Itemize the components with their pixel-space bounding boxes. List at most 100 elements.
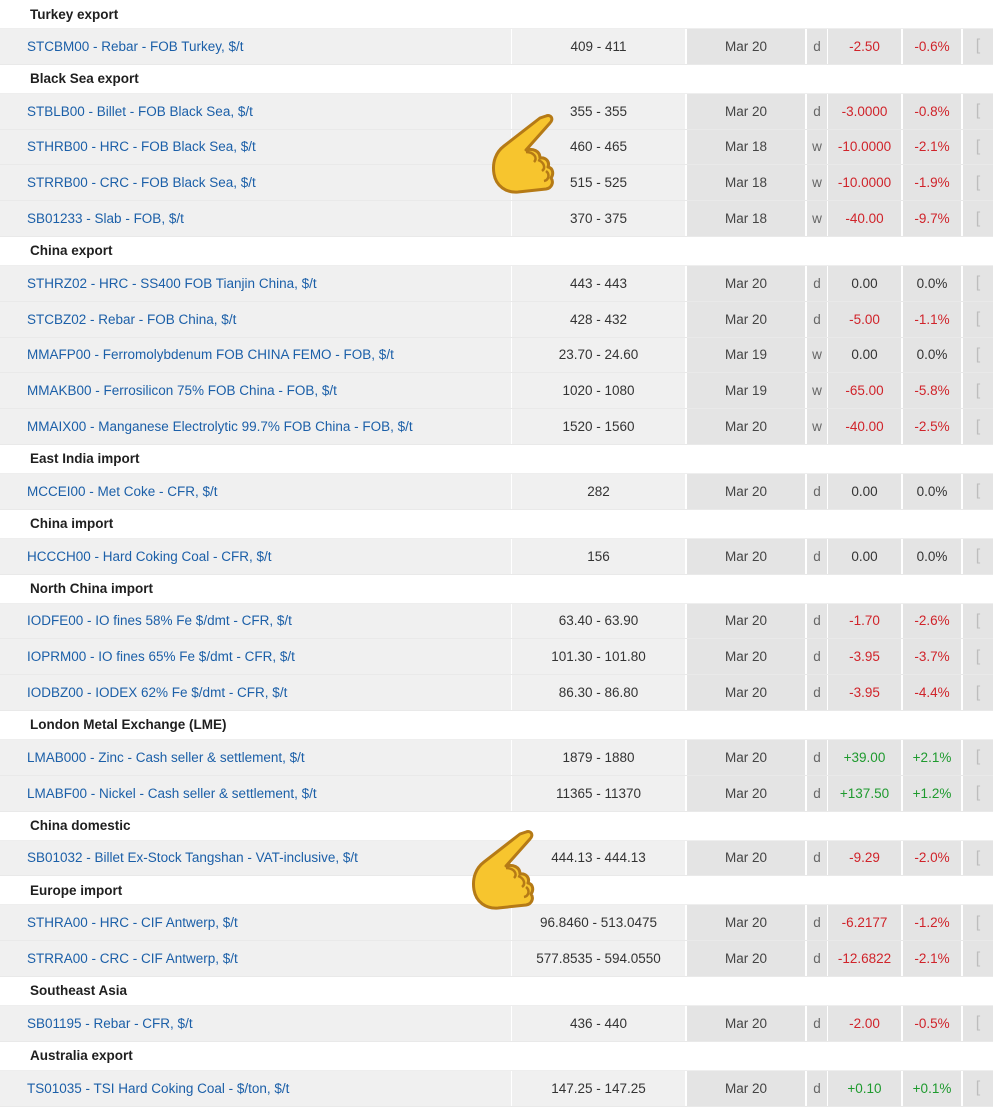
- assessment-date: Mar 20: [687, 473, 807, 509]
- table-row[interactable]: MMAKB00 - Ferrosilicon 75% FOB China - F…: [0, 373, 993, 410]
- bracket-icon[interactable]: [: [963, 775, 993, 811]
- symbol-link[interactable]: MMAKB00 - Ferrosilicon 75% FOB China - F…: [0, 373, 512, 409]
- bracket-icon[interactable]: [: [963, 337, 993, 373]
- change-percent: 0.0%: [903, 265, 963, 301]
- table-row[interactable]: STBLB00 - Billet - FOB Black Sea, $/t 355…: [0, 93, 993, 130]
- assessment-date: Mar 20: [687, 840, 807, 876]
- bracket-icon[interactable]: [: [963, 840, 993, 876]
- table-row[interactable]: STRRA00 - CRC - CIF Antwerp, $/t 577.8535…: [0, 941, 993, 977]
- table-row[interactable]: MCCEI00 - Met Coke - CFR, $/t 282 Mar 20 d 0…: [0, 473, 993, 510]
- table-row[interactable]: MMAIX00 - Manganese Electrolytic 99.7% F…: [0, 409, 993, 445]
- table-row[interactable]: SB01195 - Rebar - CFR, $/t 436 - 440 Mar 2…: [0, 1005, 993, 1042]
- table-row[interactable]: IODBZ00 - IODEX 62% Fe $/dmt - CFR, $/t 8…: [0, 675, 993, 711]
- symbol-link[interactable]: STHRB00 - HRC - FOB Black Sea, $/t: [0, 129, 512, 165]
- frequency-flag: w: [807, 373, 828, 409]
- symbol-link[interactable]: IOPRM00 - IO fines 65% Fe $/dmt - CFR, $…: [0, 639, 512, 675]
- frequency-flag: d: [807, 301, 828, 337]
- table-row[interactable]: STHRA00 - HRC - CIF Antwerp, $/t 96.8460 …: [0, 905, 993, 942]
- change-percent: 0.0%: [903, 473, 963, 509]
- symbol-link[interactable]: STRRB00 - CRC - FOB Black Sea, $/t: [0, 165, 512, 201]
- table-row[interactable]: LMABF00 - Nickel - Cash seller & settlem…: [0, 775, 993, 812]
- symbol-link[interactable]: LMAB000 - Zinc - Cash seller & settlemen…: [0, 739, 512, 775]
- bracket-icon[interactable]: [: [963, 473, 993, 509]
- change-percent: +1.2%: [903, 775, 963, 811]
- change-percent: -1.2%: [903, 905, 963, 941]
- price-range: 86.30 - 86.80: [512, 675, 687, 710]
- symbol-link[interactable]: STCBZ02 - Rebar - FOB China, $/t: [0, 301, 512, 337]
- symbol-link[interactable]: SB01233 - Slab - FOB, $/t: [0, 201, 512, 236]
- symbol-link[interactable]: STCBM00 - Rebar - FOB Turkey, $/t: [0, 29, 512, 64]
- symbol-link[interactable]: SB01032 - Billet Ex-Stock Tangshan - VAT…: [0, 840, 512, 876]
- symbol-link[interactable]: STHRA00 - HRC - CIF Antwerp, $/t: [0, 905, 512, 941]
- price-range: 436 - 440: [512, 1005, 687, 1041]
- symbol-link[interactable]: SB01195 - Rebar - CFR, $/t: [0, 1005, 512, 1041]
- section-header: Black Sea export: [0, 64, 993, 94]
- table-row[interactable]: MMAFP00 - Ferromolybdenum FOB CHINA FEMO…: [0, 337, 993, 374]
- table-row[interactable]: STCBZ02 - Rebar - FOB China, $/t 428 - 43…: [0, 301, 993, 338]
- price-range: 147.25 - 147.25: [512, 1070, 687, 1106]
- table-row[interactable]: IODFE00 - IO fines 58% Fe $/dmt - CFR, $…: [0, 603, 993, 640]
- table-row[interactable]: IOPRM00 - IO fines 65% Fe $/dmt - CFR, $…: [0, 639, 993, 676]
- section-header: Australia export: [0, 1041, 993, 1071]
- bracket-icon[interactable]: [: [963, 265, 993, 301]
- bracket-icon[interactable]: [: [963, 538, 993, 574]
- symbol-link[interactable]: LMABF00 - Nickel - Cash seller & settlem…: [0, 775, 512, 811]
- bracket-icon[interactable]: [: [963, 739, 993, 775]
- table-row[interactable]: SB01233 - Slab - FOB, $/t 370 - 375 Mar 18…: [0, 201, 993, 237]
- assessment-date: Mar 19: [687, 337, 807, 373]
- price-range: 409 - 411: [512, 29, 687, 64]
- table-row[interactable]: STHRZ02 - HRC - SS400 FOB Tianjin China,…: [0, 265, 993, 302]
- symbol-link[interactable]: MCCEI00 - Met Coke - CFR, $/t: [0, 473, 512, 509]
- change-percent: -4.4%: [903, 675, 963, 710]
- change-percent: -2.6%: [903, 603, 963, 639]
- symbol-link[interactable]: HCCCH00 - Hard Coking Coal - CFR, $/t: [0, 538, 512, 574]
- table-row[interactable]: TS01035 - TSI Hard Coking Coal - $/ton, …: [0, 1070, 993, 1107]
- bracket-icon[interactable]: [: [963, 905, 993, 941]
- symbol-link[interactable]: TS01035 - TSI Hard Coking Coal - $/ton, …: [0, 1070, 512, 1106]
- bracket-icon[interactable]: [: [963, 301, 993, 337]
- bracket-icon[interactable]: [: [963, 93, 993, 129]
- table-row[interactable]: LMAB000 - Zinc - Cash seller & settlemen…: [0, 739, 993, 776]
- price-range: 370 - 375: [512, 201, 687, 236]
- symbol-link[interactable]: MMAFP00 - Ferromolybdenum FOB CHINA FEMO…: [0, 337, 512, 373]
- bracket-icon[interactable]: [: [963, 201, 993, 236]
- symbol-link[interactable]: STBLB00 - Billet - FOB Black Sea, $/t: [0, 93, 512, 129]
- section-header: London Metal Exchange (LME): [0, 710, 993, 740]
- bracket-icon[interactable]: [: [963, 29, 993, 64]
- price-range: 577.8535 - 594.0550: [512, 941, 687, 976]
- bracket-icon[interactable]: [: [963, 639, 993, 675]
- change-value: +0.10: [828, 1070, 903, 1106]
- assessment-date: Mar 20: [687, 93, 807, 129]
- symbol-link[interactable]: IODFE00 - IO fines 58% Fe $/dmt - CFR, $…: [0, 603, 512, 639]
- bracket-icon[interactable]: [: [963, 941, 993, 976]
- table-row[interactable]: STHRB00 - HRC - FOB Black Sea, $/t 460 - …: [0, 129, 993, 166]
- table-row[interactable]: HCCCH00 - Hard Coking Coal - CFR, $/t 156…: [0, 538, 993, 575]
- assessment-date: Mar 20: [687, 538, 807, 574]
- price-range: 355 - 355: [512, 93, 687, 129]
- change-value: -3.95: [828, 639, 903, 675]
- symbol-link[interactable]: IODBZ00 - IODEX 62% Fe $/dmt - CFR, $/t: [0, 675, 512, 710]
- bracket-icon[interactable]: [: [963, 1005, 993, 1041]
- bracket-icon[interactable]: [: [963, 409, 993, 444]
- change-percent: -2.1%: [903, 129, 963, 165]
- symbol-link[interactable]: STHRZ02 - HRC - SS400 FOB Tianjin China,…: [0, 265, 512, 301]
- change-percent: -0.8%: [903, 93, 963, 129]
- change-percent: -0.5%: [903, 1005, 963, 1041]
- frequency-flag: d: [807, 265, 828, 301]
- table-row[interactable]: STCBM00 - Rebar - FOB Turkey, $/t 409 - 4…: [0, 29, 993, 65]
- change-value: -2.50: [828, 29, 903, 64]
- change-value: -12.6822: [828, 941, 903, 976]
- bracket-icon[interactable]: [: [963, 373, 993, 409]
- pointing-hand-icon: [488, 110, 568, 203]
- assessment-date: Mar 20: [687, 603, 807, 639]
- assessment-date: Mar 20: [687, 941, 807, 976]
- bracket-icon[interactable]: [: [963, 129, 993, 165]
- bracket-icon[interactable]: [: [963, 1070, 993, 1106]
- bracket-icon[interactable]: [: [963, 603, 993, 639]
- section-header: China domestic: [0, 811, 993, 841]
- bracket-icon[interactable]: [: [963, 165, 993, 201]
- bracket-icon[interactable]: [: [963, 675, 993, 710]
- price-range: 23.70 - 24.60: [512, 337, 687, 373]
- symbol-link[interactable]: MMAIX00 - Manganese Electrolytic 99.7% F…: [0, 409, 512, 444]
- symbol-link[interactable]: STRRA00 - CRC - CIF Antwerp, $/t: [0, 941, 512, 976]
